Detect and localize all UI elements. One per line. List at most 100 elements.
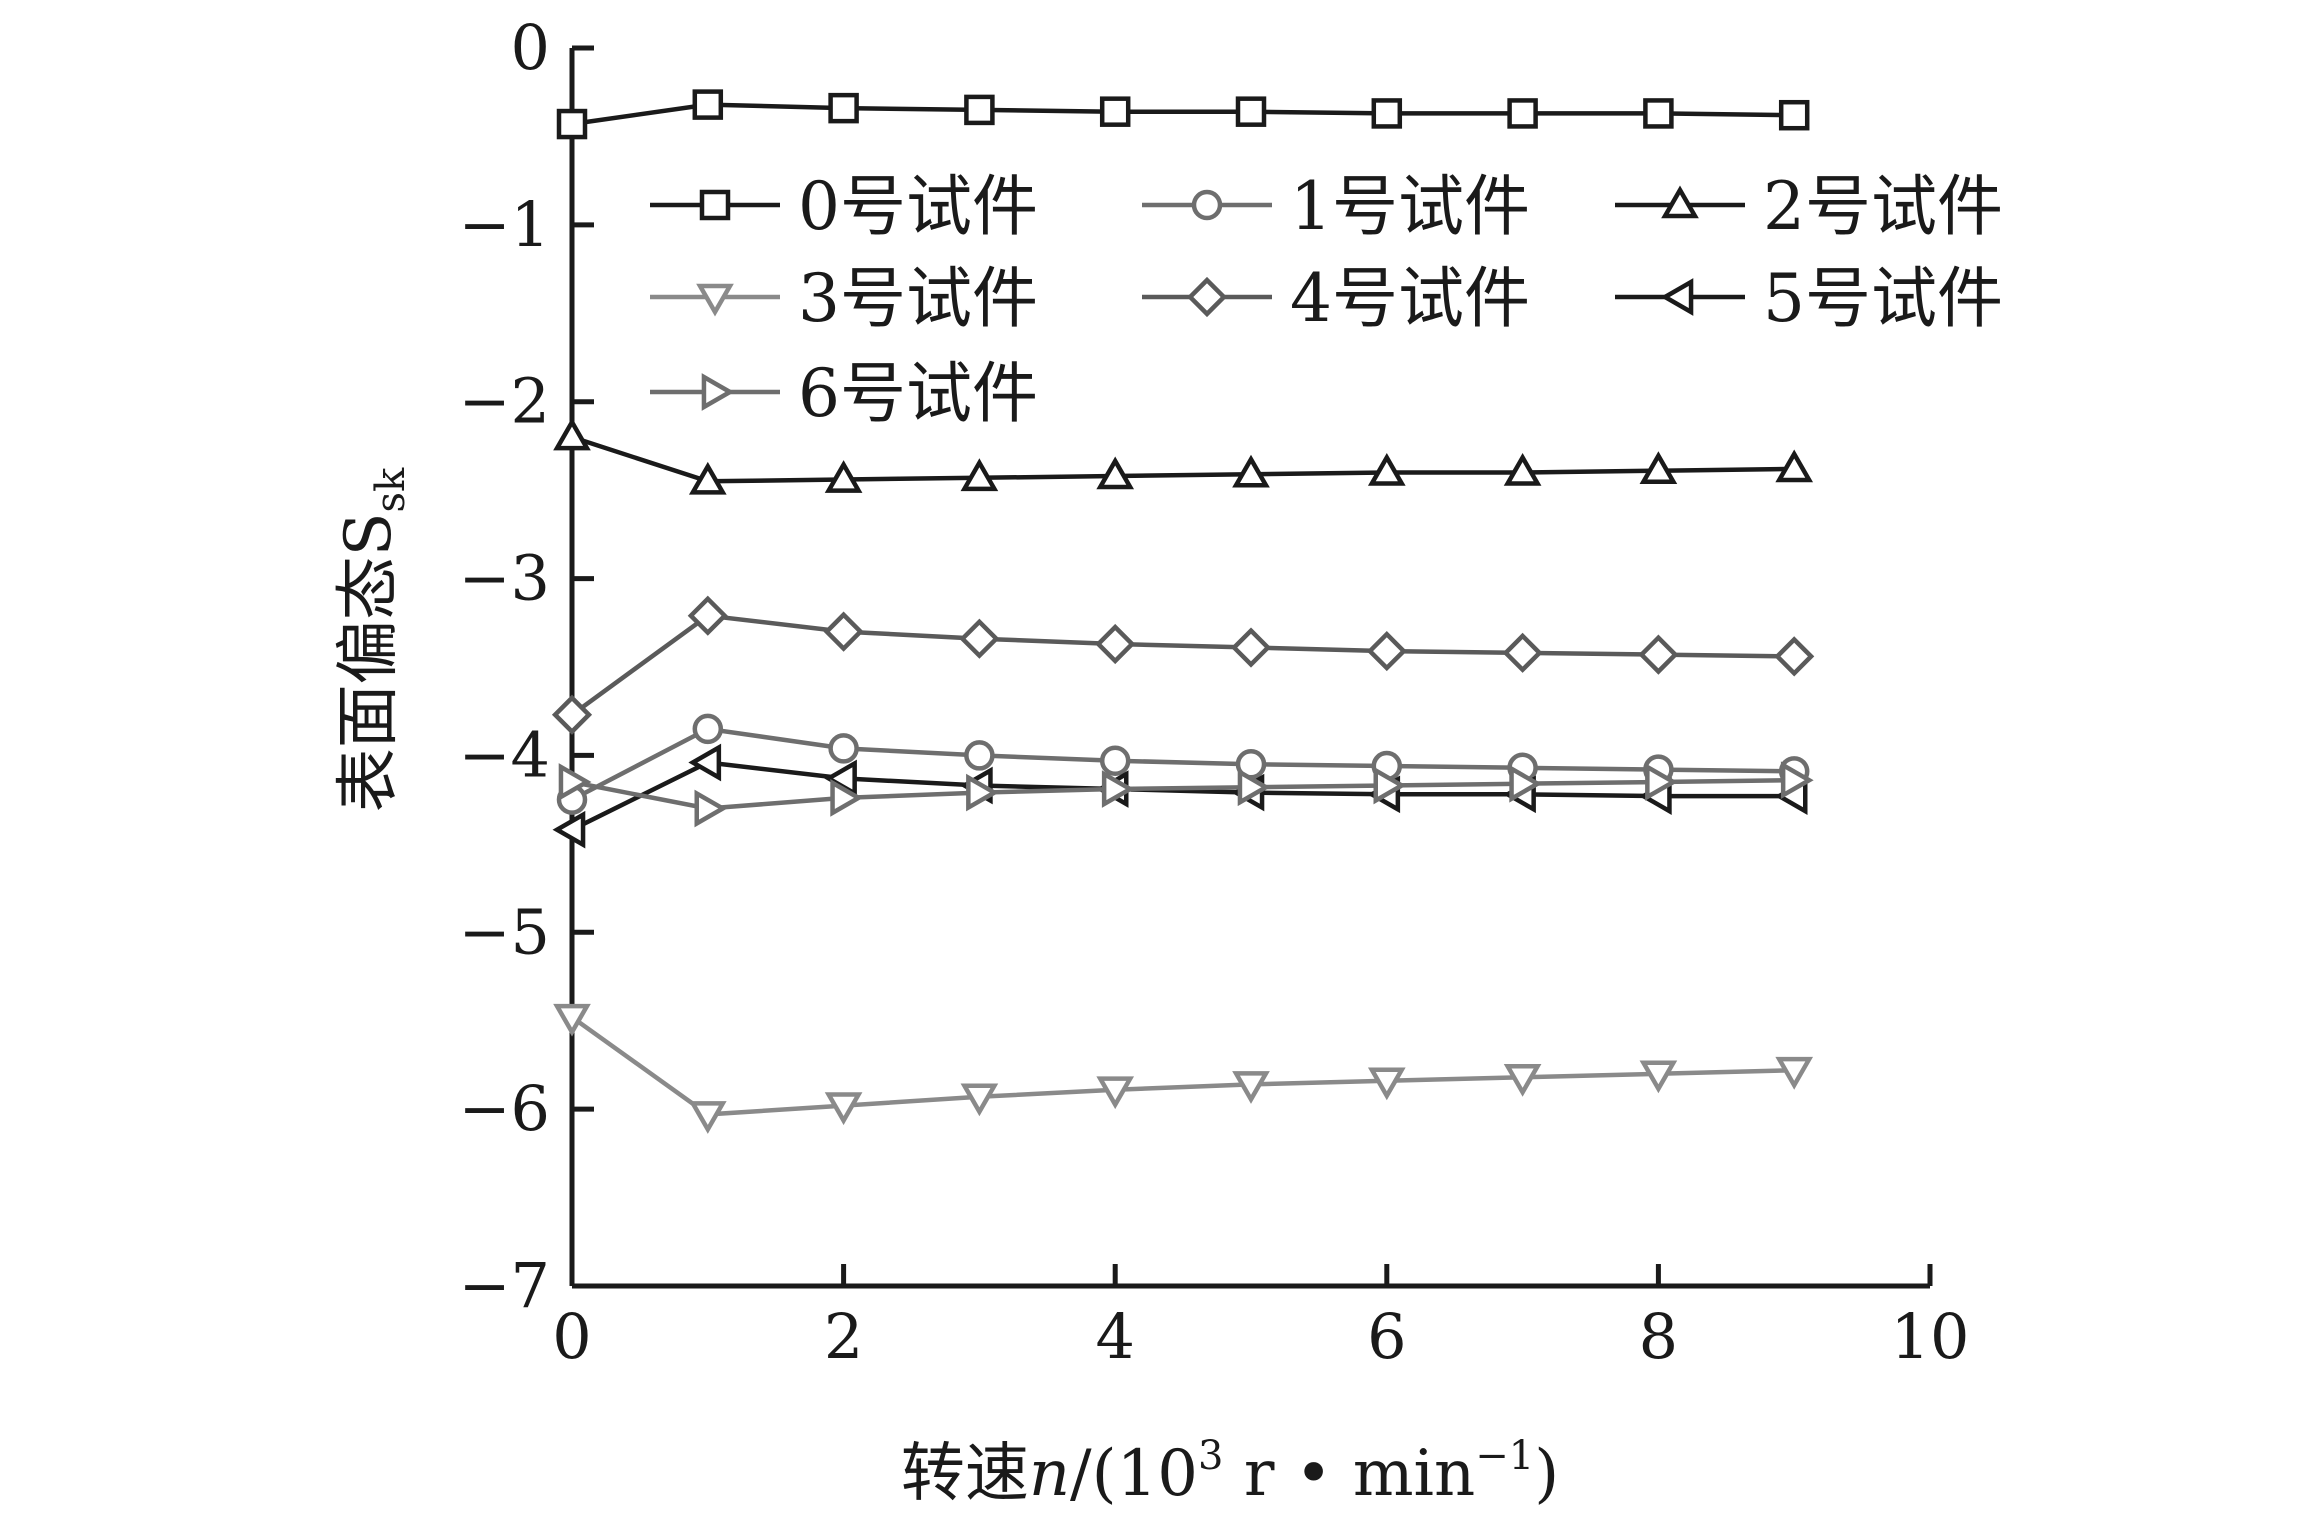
legend-label: 3号试件 [798, 260, 1038, 337]
data-point [688, 743, 722, 782]
data-point [1366, 631, 1407, 672]
legend: 0号试件 1号试件 2号试件 3号试件 4号试件 5号试件 6号试件 [650, 168, 2003, 432]
data-point [1230, 627, 1272, 668]
legend-marker [1191, 189, 1223, 221]
data-point [824, 1092, 863, 1126]
legend-label: 4号试件 [1290, 260, 1530, 337]
series-line-1 [570, 726, 1795, 802]
y-axis-title: 表面偏态Ssk [332, 467, 414, 812]
legend-marker [699, 189, 731, 221]
data-point [1775, 1056, 1814, 1090]
data-point [1235, 96, 1267, 127]
data-point [1099, 745, 1131, 776]
data-point [694, 789, 728, 828]
data-point [1509, 764, 1543, 803]
data-point [1373, 766, 1407, 805]
legend-entry-0: 0号试件 [650, 168, 1038, 245]
x-tick-label: 10 [1891, 1300, 1970, 1373]
data-point [1237, 768, 1271, 807]
data-point [556, 108, 588, 140]
data-point [1774, 636, 1815, 677]
series-2 [553, 417, 1814, 495]
data-point [1371, 98, 1403, 129]
y-tick-label: 0 [511, 11, 550, 84]
data-point [1095, 623, 1136, 665]
y-tick-label: −3 [459, 542, 550, 615]
data-point [552, 810, 586, 849]
series-line-5 [571, 760, 1795, 832]
axes: 0−1−2−3−4−5−6−70 2 4 6 8 10 [459, 11, 1970, 1373]
data-point [551, 694, 593, 735]
data-point [1507, 98, 1538, 129]
legend-marker [1660, 278, 1694, 316]
data-point [1775, 449, 1814, 483]
series-1 [556, 713, 1810, 815]
y-tick-label: −7 [459, 1249, 550, 1322]
x-tick-label: 8 [1639, 1300, 1678, 1373]
series-line-4 [570, 613, 1795, 717]
data-point [830, 779, 864, 817]
data-point [1096, 456, 1135, 490]
data-point [964, 94, 995, 126]
data-point [960, 458, 999, 492]
data-point [1638, 634, 1679, 675]
data-point [1503, 1064, 1542, 1097]
y-tick-label: −5 [459, 895, 550, 968]
data-point [964, 740, 995, 771]
y-tick-label: −4 [459, 718, 550, 791]
data-point [1101, 770, 1135, 808]
series-4 [551, 595, 1815, 735]
data-point [1645, 763, 1678, 801]
data-point [688, 1101, 727, 1134]
data-point [1639, 451, 1678, 484]
data-point [1367, 1067, 1406, 1101]
data-point [823, 611, 864, 652]
data-point [828, 92, 859, 124]
data-point [966, 773, 999, 812]
series-layer [551, 89, 1815, 1134]
data-point [1232, 454, 1270, 488]
legend-label: 0号试件 [798, 168, 1038, 245]
data-point [553, 1003, 591, 1037]
x-tick-label: 2 [824, 1300, 863, 1373]
series-line-2 [571, 434, 1795, 484]
data-point [692, 713, 724, 745]
series-line-3 [570, 1015, 1795, 1117]
legend-entry-2: 2号试件 [1615, 168, 2003, 245]
series-line-6 [571, 777, 1795, 811]
data-point [1639, 1060, 1678, 1094]
legend-label: 6号试件 [798, 355, 1038, 432]
data-point [558, 763, 592, 801]
data-point [692, 89, 724, 120]
data-point [824, 460, 863, 493]
y-tick-label: −6 [459, 1072, 550, 1145]
legend-entry-6: 6号试件 [650, 355, 1038, 432]
series-6 [558, 761, 1814, 828]
data-point [960, 1083, 999, 1117]
series-3 [553, 1003, 1814, 1134]
legend-entry-1: 1号试件 [1142, 168, 1530, 245]
legend-entry-5: 5号试件 [1615, 260, 2003, 337]
x-axis-title: 转速n/(103 r • min−1) [901, 1433, 1559, 1511]
data-point [1099, 96, 1131, 127]
data-point [1503, 452, 1542, 486]
x-tick-label: 4 [1095, 1300, 1134, 1373]
y-tick-label: −1 [459, 188, 550, 261]
y-tick-label: −2 [459, 365, 550, 438]
data-point [959, 618, 1000, 659]
legend-marker [1661, 185, 1699, 219]
legend-marker [701, 373, 735, 411]
data-point [1502, 632, 1543, 673]
data-point [553, 417, 591, 451]
series-0 [556, 89, 1810, 140]
legend-entry-4: 4号试件 [1142, 260, 1530, 337]
x-tick-label: 0 [552, 1300, 591, 1373]
data-point [688, 461, 727, 495]
data-point [1096, 1076, 1135, 1110]
data-point [1232, 1071, 1270, 1104]
data-point [1643, 98, 1674, 129]
legend-marker [1186, 276, 1228, 318]
x-tick-label: 6 [1367, 1300, 1406, 1373]
data-point [1780, 761, 1814, 800]
